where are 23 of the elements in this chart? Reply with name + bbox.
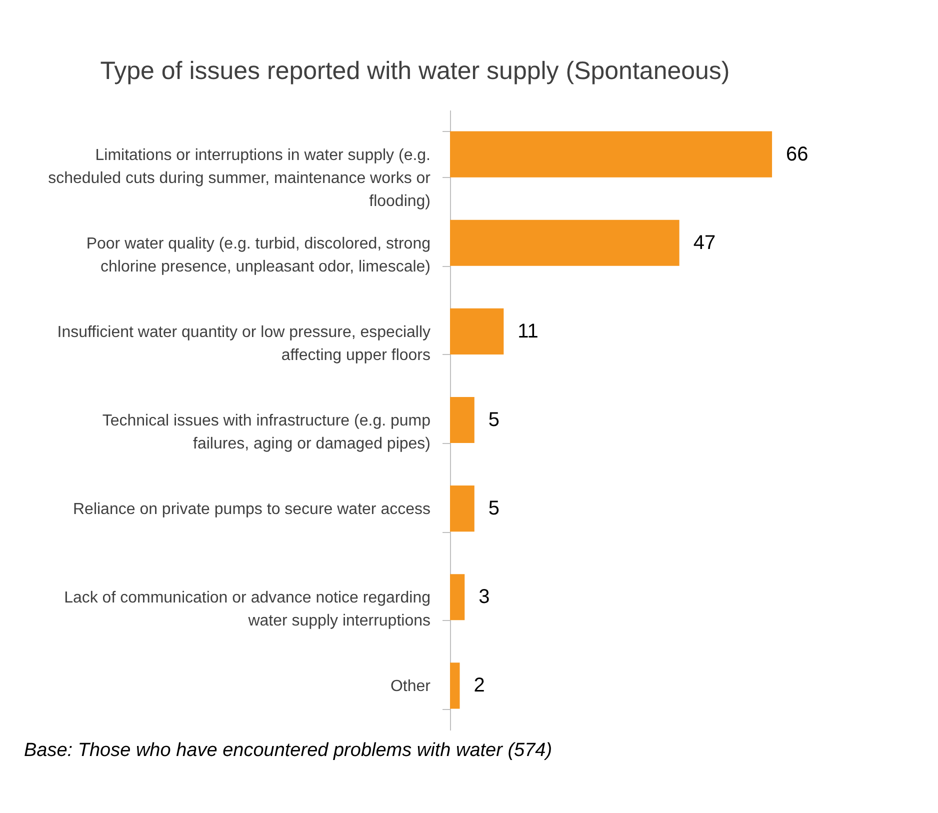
data-label: 11: [518, 320, 538, 342]
data-label: 3: [478, 586, 490, 608]
bar: [450, 396, 474, 444]
data-label: 66: [786, 143, 808, 166]
chart-title: Type of issues reported with water supply (Spontaneous): [100, 57, 730, 85]
data-label: 47: [693, 232, 716, 254]
data-label: 2: [474, 674, 485, 697]
text: Base: Those who have encountered problems with water (574): [24, 740, 554, 762]
bar: [450, 486, 474, 532]
y-tick-label: Technical issues with infrastructure (e.g. pump failures, aging or damaged pipes): [102, 412, 431, 452]
bar: [450, 131, 772, 178]
bar: [450, 308, 504, 354]
data-label: 5: [488, 409, 500, 431]
y-tick-label: Other: [390, 678, 432, 696]
y-tick-label: Insufficient water quantity or low pressure, especially affecting upper floors: [57, 324, 430, 364]
y-tick-label: Limitations or interruptions in water supply (e.g. scheduled cuts during summer, maintenance works or flooding): [48, 146, 432, 210]
y-tick-label: Reliance on private pumps to secure water access: [72, 501, 430, 518]
bar: [450, 662, 460, 709]
y-tick-label: Poor water quality (e.g. turbid, discolored, strong chlorine presence, unpleasant odor, limescale): [86, 235, 430, 276]
y-tick-label: Lack of communication or advance notice regarding water supply interruptions: [64, 590, 430, 630]
data-label: 5: [488, 498, 500, 520]
bar: [450, 574, 465, 620]
bar: [450, 220, 680, 266]
